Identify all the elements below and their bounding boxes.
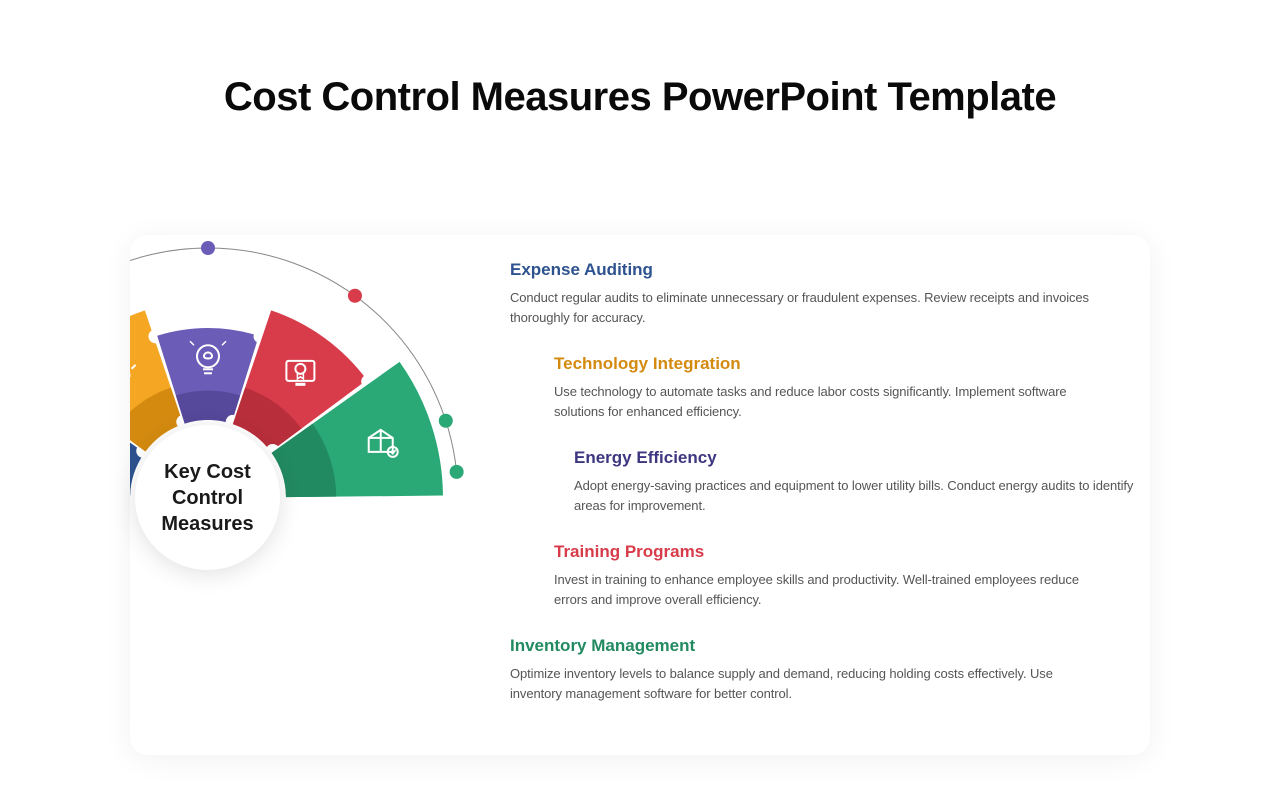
section-body: Adopt energy-saving practices and equipm… xyxy=(574,476,1134,515)
section-body: Invest in training to enhance employee s… xyxy=(554,570,1114,609)
section-body: Use technology to automate tasks and red… xyxy=(554,382,1114,421)
fan-wheel: Key Cost Control Measures xyxy=(130,240,490,750)
section-energy-efficiency: Energy Efficiency Adopt energy-saving pr… xyxy=(574,448,1134,515)
section-expense-auditing: Expense Auditing Conduct regular audits … xyxy=(510,260,1090,327)
section-title: Energy Efficiency xyxy=(574,448,1134,468)
section-training-programs: Training Programs Invest in training to … xyxy=(554,542,1114,609)
center-text: Key Cost Control Measures xyxy=(135,459,280,537)
section-technology-integration: Technology Integration Use technology to… xyxy=(554,354,1114,421)
center-hub: Key Cost Control Measures xyxy=(135,425,280,570)
section-title: Technology Integration xyxy=(554,354,1114,374)
section-title: Inventory Management xyxy=(510,636,1090,656)
section-body: Conduct regular audits to eliminate unne… xyxy=(510,288,1090,327)
section-body: Optimize inventory levels to balance sup… xyxy=(510,664,1090,703)
section-title: Expense Auditing xyxy=(510,260,1090,280)
section-inventory-management: Inventory Management Optimize inventory … xyxy=(510,636,1090,703)
section-title: Training Programs xyxy=(554,542,1114,562)
page-title: Cost Control Measures PowerPoint Templat… xyxy=(0,75,1280,120)
